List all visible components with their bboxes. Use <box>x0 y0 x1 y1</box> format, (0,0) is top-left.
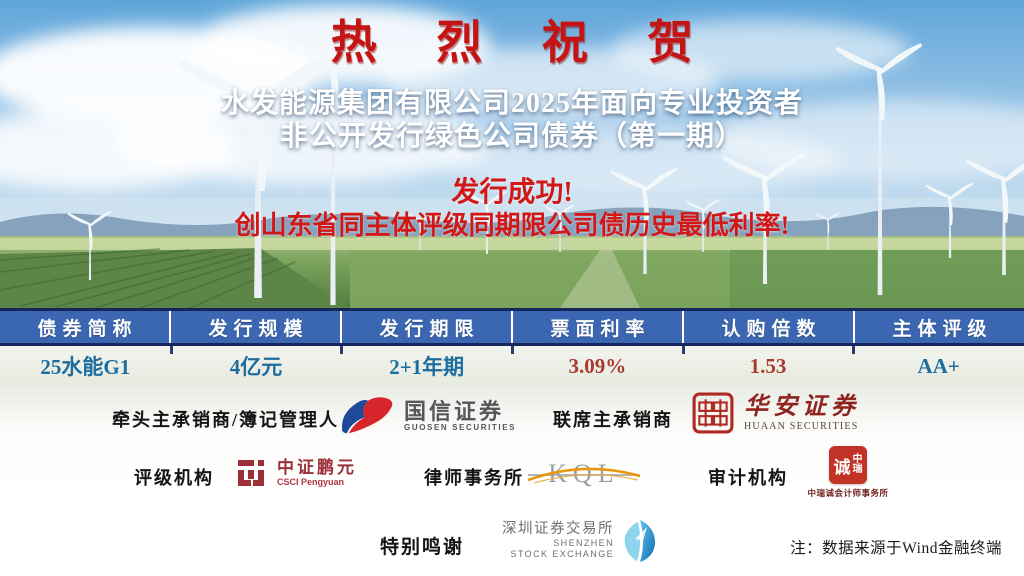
value-coupon-rate: 3.09% <box>511 346 683 386</box>
value-issue-size: 4亿元 <box>169 346 342 386</box>
szse-name-en-line1: SHENZHEN <box>553 538 614 549</box>
issuer-line-1: 水发能源集团有限公司2025年面向专业投资者 <box>220 88 803 119</box>
bond-table-header: 债券简称 发行规模 发行期限 票面利率 认购倍数 主体评级 <box>0 308 1024 346</box>
wind-farm-scene <box>0 0 1024 308</box>
csci-pengyuan-icon <box>238 460 264 486</box>
guosen-logo-icon <box>341 397 393 434</box>
co-underwriter-label: 联席主承销商 <box>553 410 673 430</box>
szse-name-en-line2: STOCK EXCHANGE <box>510 549 614 560</box>
zhongrui-caption: 中瑞诚会计师事务所 <box>807 488 889 498</box>
huaan-seal-icon <box>692 392 734 434</box>
kql-law-firm-logo: KQL <box>526 454 642 494</box>
bond-table-values: 25水能G1 4亿元 2+1年期 3.09% 1.53 AA+ <box>0 346 1024 386</box>
issuer-line-2: 非公开发行绿色公司债券（第一期） <box>279 121 744 152</box>
header-tenor: 发行期限 <box>340 311 511 343</box>
header-coupon-rate: 票面利率 <box>511 311 682 343</box>
rating-agency-label: 评级机构 <box>134 468 214 488</box>
wind-farm-photo <box>0 0 1024 308</box>
csci-pengyuan-logo: 中证鹏元 CSCI Pengyuan <box>236 456 357 490</box>
szse-logo: 深圳证券交易所 SHENZHEN STOCK EXCHANGE <box>502 518 657 564</box>
guosen-name-cn: 国信证券 <box>404 398 505 424</box>
header-issuer-rating: 主体评级 <box>853 311 1024 343</box>
szse-shield-icon <box>624 520 655 562</box>
zhongrui-seal-top: 中 <box>852 454 863 465</box>
special-thanks-label: 特别鸣谢 <box>380 537 465 558</box>
lead-underwriter-label: 牵头主承销商/簿记管理人 <box>112 410 339 430</box>
zhongrui-seal-main: 诚 <box>833 457 851 477</box>
kql-letters: KQL <box>548 459 619 488</box>
zhongrui-seal-icon: 诚 中 瑞 <box>829 446 867 484</box>
huaan-name-en: HUAAN SECURITIES <box>744 420 859 432</box>
zhongrui-seal-bottom: 瑞 <box>852 464 863 475</box>
data-source-note: 注：数据来源于Wind金融终端 <box>790 540 1002 557</box>
kql-logo-icon: KQL <box>527 459 641 488</box>
guosen-name-en: GUOSEN SECURITIES <box>404 423 517 433</box>
zhongrui-audit-logo: 诚 中 瑞 中瑞诚会计师事务所 <box>800 446 896 499</box>
success-line: 发行成功! <box>451 177 573 208</box>
law-firm-label: 律师事务所 <box>424 468 524 488</box>
value-issuer-rating: AA+ <box>852 346 1024 386</box>
header-bond-name: 债券简称 <box>37 318 138 340</box>
poster-title: 热 烈 祝 贺 <box>330 17 718 68</box>
record-rate-line: 创山东省同主体评级同期限公司债历史最低利率! <box>234 211 790 240</box>
csci-name-en: CSCI Pengyuan <box>277 477 345 488</box>
huaan-securities-logo: 华安证券 HUAAN SECURITIES <box>692 392 860 434</box>
csci-name-cn: 中证鹏元 <box>277 457 357 477</box>
header-subscription-multiple: 认购倍数 <box>682 311 853 343</box>
guosen-securities-logo: 国信证券 GUOSEN SECURITIES <box>338 394 516 438</box>
value-bond-name: 25水能G1 <box>40 355 131 379</box>
huaan-name-cn: 华安证券 <box>744 393 860 420</box>
header-issue-size: 发行规模 <box>169 311 340 343</box>
value-subscription-multiple: 1.53 <box>681 346 854 386</box>
value-tenor: 2+1年期 <box>340 346 512 386</box>
audit-agency-label: 审计机构 <box>708 468 788 488</box>
szse-name-cn: 深圳证券交易所 <box>502 521 614 538</box>
